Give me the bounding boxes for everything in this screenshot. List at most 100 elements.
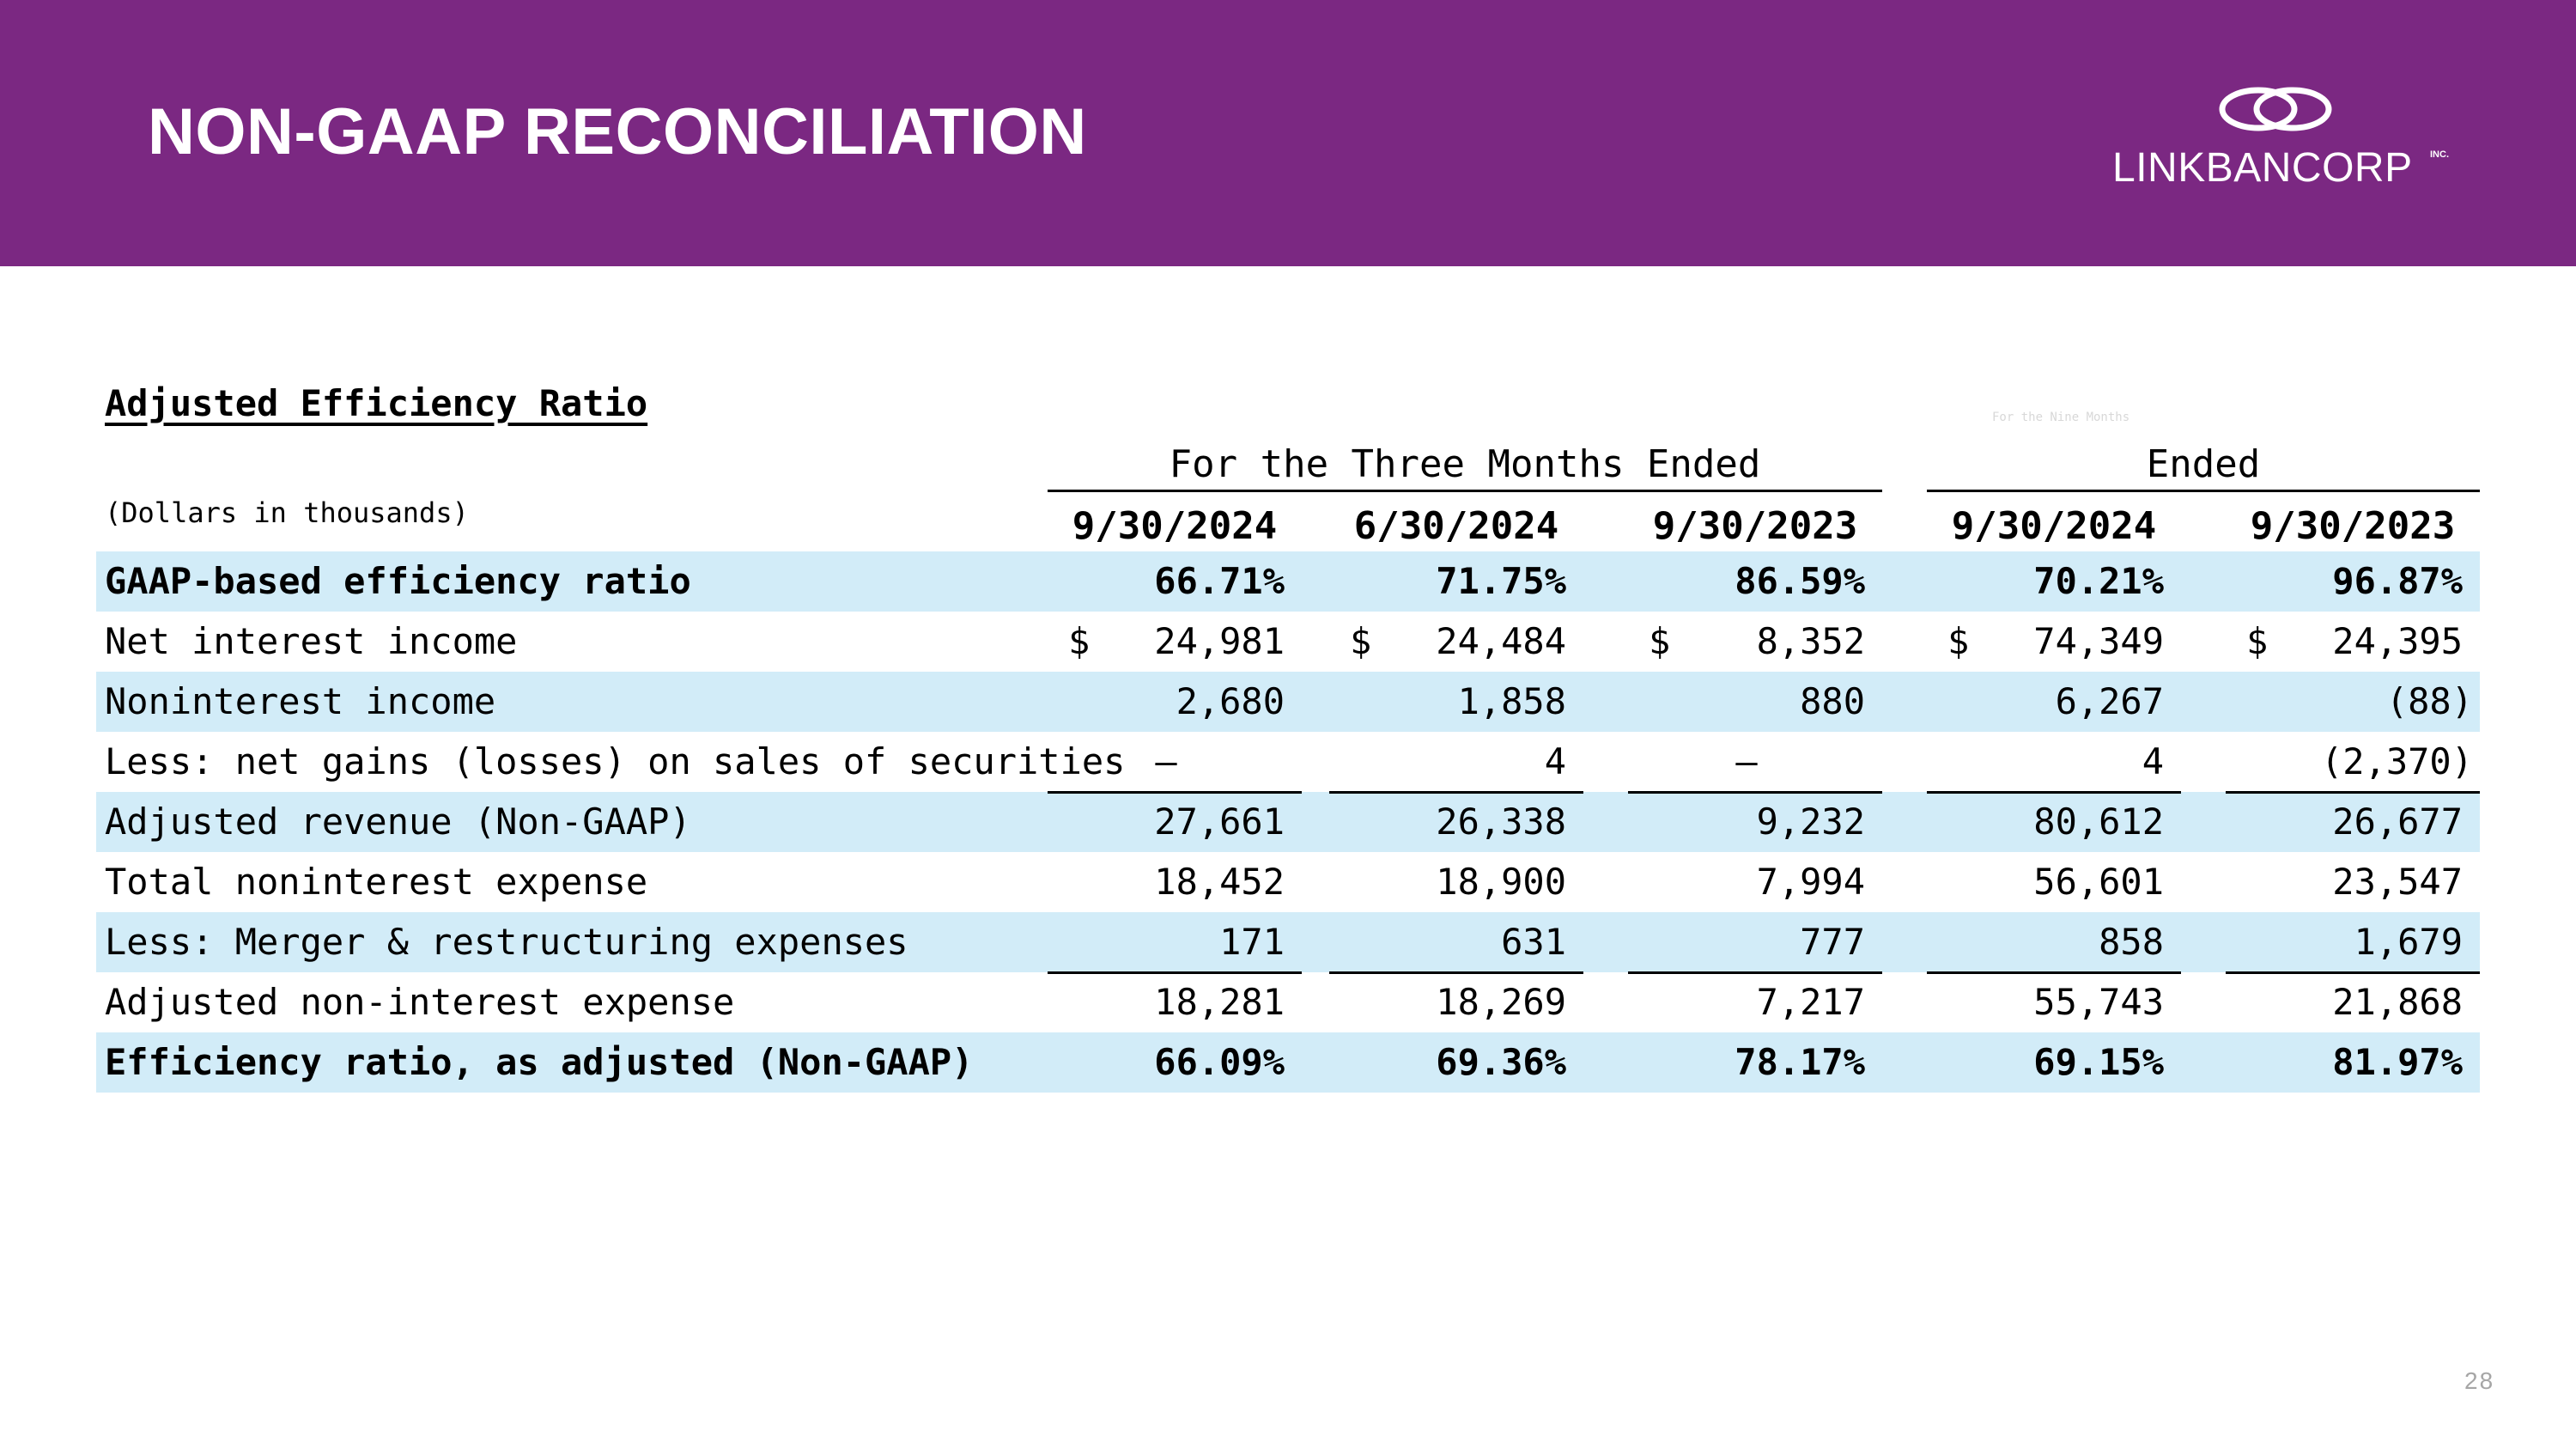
units-label: (Dollars in thousands)	[105, 496, 469, 529]
table-row: Adjusted revenue (Non-GAAP) 27,661 26,33…	[96, 792, 2480, 852]
table-row: Efficiency ratio, as adjusted (Non-GAAP)…	[96, 1032, 2480, 1093]
table-cell: 4	[1544, 740, 1566, 782]
currency-symbol: $	[1068, 620, 1091, 662]
table-cell: 23,547	[2332, 861, 2463, 903]
table-cell: 18,269	[1436, 981, 1566, 1023]
cell-value: 24,395	[2332, 620, 2463, 662]
table-row: Less: Merger & restructuring expenses 17…	[96, 912, 2480, 972]
column-header: 9/30/2024	[1927, 498, 2181, 554]
table-cell: 171	[1219, 921, 1285, 963]
table-cell: 4	[2142, 740, 2164, 782]
table-row: GAAP-based efficiency ratio 66.71% 71.75…	[96, 551, 2480, 612]
row-label: Net interest income	[105, 620, 518, 662]
table-row: Total noninterest expense 18,452 18,900 …	[96, 852, 2480, 912]
group-header-nine-months: Ended	[1927, 440, 2480, 492]
table-cell: 631	[1501, 921, 1566, 963]
table-cell: 21,868	[2332, 981, 2463, 1023]
table-cell: 26,338	[1436, 801, 1566, 843]
row-label: Less: net gains (losses) on sales of sec…	[105, 740, 1126, 782]
table-cell: 9,232	[1756, 801, 1865, 843]
subtotal-rule	[1048, 971, 1302, 974]
cell-value: 24,981	[1154, 620, 1285, 662]
column-header: 9/30/2023	[1628, 498, 1882, 554]
table-cell: (2,370)	[2320, 740, 2473, 782]
table-cell: 18,900	[1436, 861, 1566, 903]
table-cell: –	[1155, 740, 1177, 782]
row-label: Adjusted non-interest expense	[105, 981, 735, 1023]
row-label: Adjusted revenue (Non-GAAP)	[105, 801, 691, 843]
table-cell: 66.09%	[1154, 1041, 1285, 1083]
subtotal-rule	[1628, 791, 1882, 794]
table-cell: 86.59%	[1735, 560, 1865, 602]
page-number: 28	[2464, 1367, 2495, 1394]
table-cell: –	[1735, 740, 1758, 782]
subtotal-rule	[1329, 791, 1583, 794]
row-label: Efficiency ratio, as adjusted (Non-GAAP)	[105, 1041, 974, 1083]
table-cell: 1,858	[1457, 680, 1566, 722]
cell-value: 8,352	[1756, 620, 1865, 662]
cell-value: 24,484	[1436, 620, 1566, 662]
table-cell: 56,601	[2033, 861, 2164, 903]
table-row: Adjusted non-interest expense 18,281 18,…	[96, 972, 2480, 1032]
table-cell: 7,994	[1756, 861, 1865, 903]
table-cell: 69.15%	[2033, 1041, 2164, 1083]
cell-value: 74,349	[2033, 620, 2164, 662]
subtotal-rule	[2226, 971, 2480, 974]
table-cell: 858	[2099, 921, 2164, 963]
table-cell: (88)	[2385, 680, 2473, 722]
table-cell: 78.17%	[1735, 1041, 1865, 1083]
column-header: 9/30/2024	[1048, 498, 1302, 554]
table-cell: $8,352	[1628, 612, 1882, 672]
table-cell: 81.97%	[2332, 1041, 2463, 1083]
column-header: 6/30/2024	[1329, 498, 1583, 554]
row-label: Noninterest income	[105, 680, 496, 722]
table-cell: 2,680	[1176, 680, 1285, 722]
row-label: Total noninterest expense	[105, 861, 648, 903]
table-cell: $24,981	[1048, 612, 1302, 672]
table-cell: 26,677	[2332, 801, 2463, 843]
table-cell: 1,679	[2354, 921, 2463, 963]
title-banner	[0, 0, 2576, 266]
logo-inc-mark: INC.	[2430, 149, 2449, 160]
table-cell: $24,484	[1329, 612, 1583, 672]
table-cell: 69.36%	[1436, 1041, 1566, 1083]
table-cell: 70.21%	[2033, 560, 2164, 602]
currency-symbol: $	[1947, 620, 1970, 662]
row-label: GAAP-based efficiency ratio	[105, 560, 691, 602]
table-row: Net interest income $24,981 $24,484 $8,3…	[96, 612, 2480, 672]
table-cell: 777	[1800, 921, 1865, 963]
table-cell: $74,349	[1927, 612, 2181, 672]
row-label: Less: Merger & restructuring expenses	[105, 921, 908, 963]
table-cell: 80,612	[2033, 801, 2164, 843]
table-cell: 18,281	[1154, 981, 1285, 1023]
page-title: NON-GAAP RECONCILIATION	[148, 95, 1087, 168]
table-cell: 18,452	[1154, 861, 1285, 903]
logo-wordmark: LINKBANCORP	[2112, 145, 2413, 191]
table-cell: 7,217	[1756, 981, 1865, 1023]
table-row: Less: net gains (losses) on sales of sec…	[96, 732, 2480, 792]
table-cell: 880	[1800, 680, 1865, 722]
subtotal-rule	[1927, 971, 2181, 974]
table-cell: 71.75%	[1436, 560, 1566, 602]
column-header: 9/30/2023	[2226, 498, 2480, 554]
currency-symbol: $	[1649, 620, 1671, 662]
interlocked-rings-icon	[2219, 87, 2332, 131]
table-cell: 66.71%	[1154, 560, 1285, 602]
table-title: Adjusted Efficiency Ratio	[105, 382, 648, 424]
currency-symbol: $	[1350, 620, 1372, 662]
subtotal-rule	[1628, 971, 1882, 974]
company-logo: LINKBANCORP INC.	[2108, 82, 2451, 194]
table-cell: $24,395	[2226, 612, 2480, 672]
subtotal-rule	[1927, 791, 2181, 794]
currency-symbol: $	[2246, 620, 2269, 662]
table-row: Noninterest income 2,680 1,858 880 6,267…	[96, 672, 2480, 732]
table-cell: 6,267	[2055, 680, 2164, 722]
table-cell: 96.87%	[2332, 560, 2463, 602]
subtotal-rule	[1329, 971, 1583, 974]
table-cell: 27,661	[1154, 801, 1285, 843]
subtotal-rule	[1048, 791, 1302, 794]
subtotal-rule	[2226, 791, 2480, 794]
faded-header-text: For the Nine Months	[1992, 411, 2130, 424]
group-header-three-months: For the Three Months Ended	[1048, 440, 1882, 492]
table-cell: 55,743	[2033, 981, 2164, 1023]
